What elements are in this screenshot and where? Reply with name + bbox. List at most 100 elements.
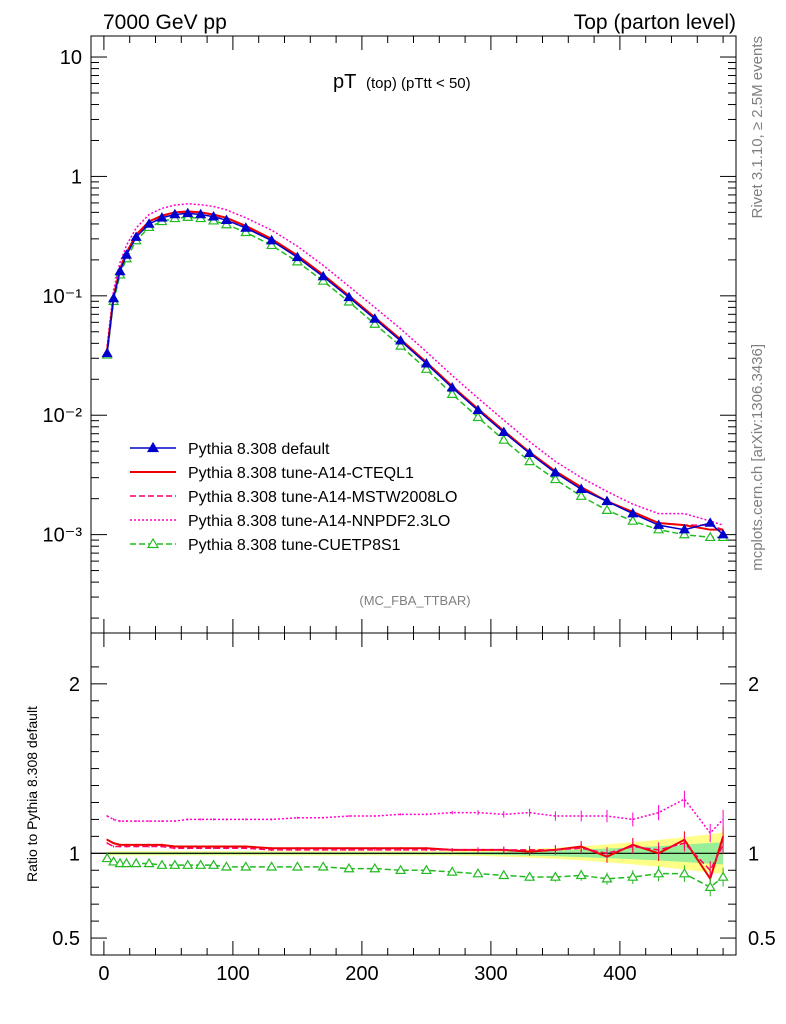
main-series-marker: [182, 207, 194, 218]
main-series-marker: [627, 507, 639, 518]
ratio-series-marker: [143, 857, 155, 868]
ratio-series-marker: [472, 867, 484, 878]
header-right: Top (parton level): [574, 11, 736, 34]
main-series-marker: [220, 214, 232, 224]
main-series-marker: [704, 517, 716, 527]
main-series-marker: [653, 523, 665, 534]
x-tick-label: 300: [474, 963, 507, 985]
main-series-marker: [678, 523, 690, 534]
ratio-series-marker: [369, 862, 381, 873]
main-series-line: [106, 203, 724, 526]
ratio-y-tick-label: 1: [69, 843, 80, 865]
main-series-marker: [169, 208, 181, 219]
ratio-series-marker: [220, 861, 232, 871]
ratio-series-marker: [169, 859, 181, 869]
ratio-series-marker: [395, 864, 407, 875]
main-series-marker: [240, 222, 252, 232]
y-tick-label: 10⁻³: [43, 525, 83, 547]
legend-entry: Pythia 8.308 default: [130, 441, 330, 458]
main-series-line: [106, 212, 724, 536]
main-series-marker: [524, 447, 536, 458]
ratio-series-marker: [182, 859, 194, 869]
header-left: 7000 GeV pp: [103, 11, 227, 34]
main-series-marker: [195, 208, 207, 219]
main-series-marker: [114, 265, 126, 276]
x-tick-label: 200: [345, 963, 378, 985]
ratio-series-marker: [291, 861, 303, 871]
ratio-series-marker: [266, 861, 278, 871]
x-tick-label: 100: [216, 963, 249, 985]
ratio-series-marker: [317, 861, 329, 871]
main-series-marker: [472, 411, 484, 422]
main-series-marker: [317, 275, 329, 285]
ratio-series-marker: [108, 856, 120, 866]
ratio-series-marker: [240, 861, 252, 871]
ratio-series-marker: [195, 859, 207, 869]
ratio-series-marker: [704, 881, 716, 891]
y-tick-label: 10: [60, 47, 82, 69]
main-series-line: [106, 211, 724, 531]
rivet-label: Rivet 3.1.10, ≥ 2.5M events: [749, 36, 766, 219]
main-series-marker: [156, 212, 168, 222]
legend-label: Pythia 8.308 tune-A14-NNPDF2.3LO: [188, 513, 450, 530]
legend-marker: [146, 537, 160, 549]
ratio-series-marker: [446, 866, 458, 876]
legend-label: Pythia 8.308 default: [188, 441, 330, 458]
plot-title-main: pT: [333, 71, 356, 93]
legend-marker: [146, 441, 160, 453]
ratio-y-tick-label-right: 1: [748, 843, 759, 865]
y-tick-label: 10⁻²: [43, 405, 83, 427]
legend-entry: Pythia 8.308 tune-A14-NNPDF2.3LO: [130, 513, 450, 530]
legend-label: Pythia 8.308 tune-A14-MSTW2008LO: [188, 489, 457, 506]
ratio-series-marker: [627, 871, 639, 881]
legend-label: Pythia 8.308 tune-CUETP8S1: [188, 537, 401, 554]
main-series-marker: [143, 218, 155, 228]
main-series-marker: [369, 313, 381, 323]
main-series-marker: [208, 211, 220, 221]
legend: Pythia 8.308 default Pythia 8.308 tune-A1…: [130, 441, 457, 554]
main-series-marker: [601, 504, 613, 515]
ratio-series-line: [106, 798, 724, 835]
ratio-series-marker: [524, 871, 536, 881]
ratio-y-tick-label-right: 2: [748, 674, 759, 696]
ratio-series-marker: [549, 871, 561, 881]
main-series-marker: [549, 473, 561, 484]
ratio-series-marker: [156, 859, 168, 869]
main-series-marker: [717, 528, 729, 539]
main-series-marker: [704, 531, 716, 542]
main-series-marker: [395, 340, 407, 350]
ratio-y-tick-label-right: 0.5: [748, 928, 776, 950]
main-series-marker: [420, 363, 432, 373]
ratio-ylabel: Ratio to Pythia 8.308 default: [24, 706, 40, 882]
ratio-series-marker: [601, 873, 613, 883]
ratio-series-line: [106, 836, 725, 882]
ratio-series-marker: [114, 857, 126, 868]
main-series-marker: [343, 291, 355, 302]
legend-entry: Pythia 8.308 tune-A14-MSTW2008LO: [130, 489, 457, 506]
main-series-marker: [446, 382, 458, 392]
ratio-series-marker: [343, 862, 355, 873]
ratio-series-marker: [575, 869, 587, 880]
ratio-series-marker: [120, 857, 133, 868]
main-series-marker: [472, 404, 484, 415]
main-series-marker: [627, 515, 639, 525]
main-series-marker: [420, 358, 432, 368]
main-series-marker: [678, 528, 690, 539]
main-series-marker: [120, 249, 133, 259]
x-tick-label: 400: [603, 963, 636, 985]
ratio-series-marker: [653, 867, 665, 878]
main-series-marker: [395, 335, 407, 345]
analysis-label: (MC_FBA_TTBAR): [359, 593, 470, 608]
ratio-frame: [90, 632, 737, 956]
ratio-series-marker: [130, 857, 142, 868]
ratio-series-marker: [208, 859, 220, 869]
main-series-marker: [266, 239, 278, 250]
main-series-marker: [343, 296, 355, 306]
main-series-marker: [653, 519, 665, 529]
main-series-marker: [130, 231, 142, 241]
mcplots-label: mcplots.cern.ch [arXiv:1306.3436]: [749, 344, 766, 571]
ratio-series-marker: [420, 864, 432, 875]
legend-label: Pythia 8.308 tune-A14-CTEQL1: [188, 465, 414, 482]
main-series-marker: [317, 270, 329, 281]
